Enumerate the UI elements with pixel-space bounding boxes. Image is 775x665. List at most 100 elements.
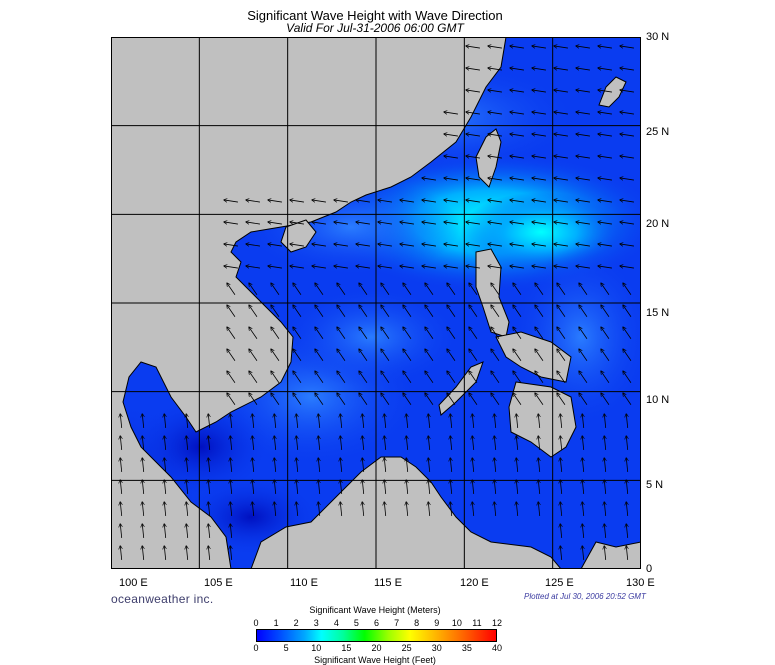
wave-direction-arrow: [224, 200, 238, 203]
wave-direction-arrow: [230, 480, 231, 495]
legend-meters-tick: 6: [373, 618, 380, 628]
wave-direction-arrow: [604, 546, 605, 561]
wave-direction-arrow: [142, 480, 143, 495]
lon-label-100e: 100 E: [119, 577, 148, 589]
wave-direction-arrow: [227, 349, 236, 362]
wave-direction-arrow: [598, 222, 612, 225]
wave-direction-arrow: [466, 244, 480, 247]
wave-direction-arrow: [450, 502, 451, 517]
wave-direction-arrow: [403, 305, 412, 318]
wave-direction-arrow: [516, 502, 517, 517]
wave-direction-arrow: [230, 436, 231, 451]
wave-direction-arrow: [510, 46, 524, 49]
wave-direction-arrow: [384, 458, 385, 473]
legend-meters-tick: 7: [394, 618, 400, 628]
wave-direction-arrow: [120, 480, 121, 495]
wave-direction-arrow: [296, 480, 297, 495]
wave-direction-arrow: [381, 371, 390, 384]
wave-direction-arrow: [557, 349, 566, 362]
oceanweather-logo-text: oceanweather inc.: [111, 592, 214, 606]
wave-direction-arrow: [315, 305, 324, 318]
wave-direction-arrow: [582, 458, 583, 473]
wave-direction-arrow: [230, 546, 231, 561]
wave-direction-arrow: [598, 112, 612, 115]
wave-direction-arrow: [576, 112, 590, 115]
wave-direction-arrow: [579, 371, 588, 384]
wave-direction-arrow: [466, 134, 480, 137]
wave-direction-arrow: [381, 393, 390, 406]
wave-direction-arrow: [252, 414, 253, 429]
wave-direction-arrow: [488, 68, 502, 71]
wave-direction-arrow: [403, 327, 412, 340]
wave-direction-arrow: [604, 502, 605, 517]
wave-direction-arrow: [488, 266, 502, 269]
wave-direction-arrow: [296, 436, 297, 451]
wave-direction-arrow: [422, 178, 436, 181]
wave-direction-arrow: [554, 200, 568, 203]
wave-direction-arrow: [576, 178, 590, 181]
wave-direction-arrow: [469, 393, 478, 406]
wave-direction-arrow: [560, 458, 561, 473]
luzon: [475, 248, 510, 338]
wave-direction-arrow: [337, 393, 346, 406]
wave-direction-arrow: [186, 458, 187, 473]
wave-direction-arrow: [604, 414, 605, 429]
wave-direction-arrow: [450, 458, 451, 473]
wave-direction-arrow: [513, 305, 522, 318]
wave-direction-arrow: [488, 90, 502, 93]
wave-direction-arrow: [510, 244, 524, 247]
wave-direction-arrow: [312, 244, 326, 247]
wave-direction-arrow: [293, 349, 302, 362]
wave-direction-arrow: [164, 414, 165, 429]
wave-direction-arrow: [510, 90, 524, 93]
wave-direction-arrow: [356, 200, 370, 203]
wave-direction-arrow: [406, 502, 407, 517]
lat-label-0: 0: [646, 563, 653, 575]
wave-direction-arrow: [466, 266, 480, 269]
wave-direction-arrow: [554, 134, 568, 137]
wave-direction-arrow: [626, 524, 627, 539]
wave-direction-arrow: [290, 266, 304, 269]
wave-direction-arrow: [293, 327, 302, 340]
wave-direction-arrow: [532, 222, 546, 225]
wave-direction-arrow: [516, 414, 517, 429]
wave-direction-arrow: [466, 90, 480, 93]
wave-direction-arrow: [428, 436, 429, 451]
wave-direction-arrow: [576, 90, 590, 93]
wave-direction-arrow: [516, 480, 517, 495]
wave-direction-arrow: [620, 112, 634, 115]
wave-direction-arrow: [450, 480, 451, 495]
wave-direction-arrow: [227, 327, 236, 340]
wave-direction-arrow: [601, 393, 610, 406]
wave-direction-arrow: [601, 327, 610, 340]
wave-direction-arrow: [469, 327, 478, 340]
wave-direction-arrow: [466, 112, 480, 115]
wave-direction-arrow: [535, 349, 544, 362]
wave-direction-arrow: [293, 283, 302, 296]
wave-direction-arrow: [164, 502, 165, 517]
legend-meters-tick: 2: [293, 618, 299, 628]
wave-direction-arrow: [494, 480, 495, 495]
wave-direction-arrow: [535, 305, 544, 318]
graticule: [111, 37, 641, 569]
wave-direction-arrow: [513, 283, 522, 296]
wave-direction-arrow: [384, 414, 385, 429]
wave-direction-arrow: [538, 436, 539, 451]
wave-direction-arrow: [384, 502, 385, 517]
wave-direction-arrow: [466, 46, 480, 49]
wave-direction-arrow: [466, 178, 480, 181]
wave-direction-arrow: [466, 222, 480, 225]
wave-direction-arrow: [620, 68, 634, 71]
wave-direction-arrow: [271, 393, 280, 406]
wave-direction-arrow: [623, 349, 632, 362]
wave-direction-arrow: [337, 305, 346, 318]
wave-direction-arrow: [400, 222, 414, 225]
wave-direction-arrow: [620, 244, 634, 247]
wave-direction-arrow: [208, 502, 209, 517]
wave-direction-arrow: [406, 414, 407, 429]
wave-direction-arrow: [510, 68, 524, 71]
wave-direction-arrow: [428, 414, 429, 429]
wave-direction-arrow: [447, 283, 456, 296]
wave-direction-arrow: [604, 458, 605, 473]
wave-direction-arrow: [623, 283, 632, 296]
